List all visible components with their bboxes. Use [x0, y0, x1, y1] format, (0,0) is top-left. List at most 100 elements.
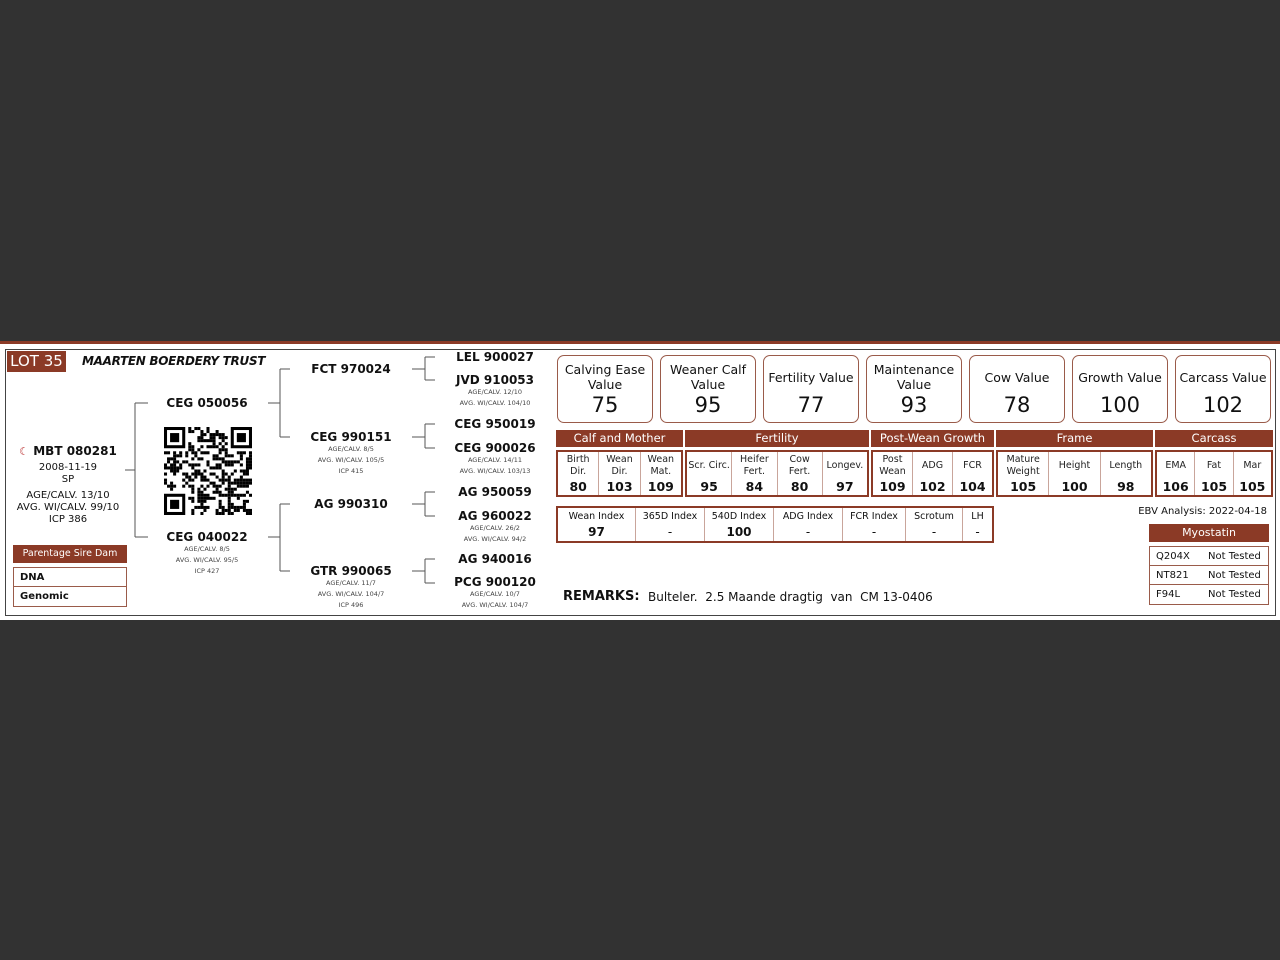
ebv-value: 105 [1200, 479, 1228, 494]
ebv-group: Calf and Mother Birth Dir. 80 Wean Dir. 103 W… [556, 430, 683, 497]
value-number: 75 [591, 393, 619, 417]
gene: Q204X [1156, 551, 1190, 562]
lot-number: LOT 35 [7, 351, 66, 372]
ebv-label: Birth Dir. [566, 453, 590, 477]
index-table: Wean Index 97 365D Index - 540D Index 100 ADG … [556, 506, 994, 543]
index-label: 540D Index [711, 511, 767, 522]
sdd: CEG 900026 AGE/CALV. 14/11 AVG. WI/CALV.… [454, 441, 535, 477]
value-number: 100 [1099, 393, 1141, 417]
ebv-cell: Cow Fert. 80 [778, 452, 823, 495]
index-value: 97 [588, 525, 605, 539]
sd-avg-wi: AVG. WI/CALV. 105/5 [317, 456, 385, 464]
dam-age-calv: AGE/CALV. 8/5 [184, 545, 230, 553]
ebv-cell: Longev. 97 [823, 452, 867, 495]
ebv-cell: Post Wean 109 [873, 452, 913, 495]
myostatin-row: NT821 Not Tested [1150, 566, 1268, 585]
ebv-cell: ADG 102 [913, 452, 953, 495]
dam-avg-wi: AVG. WI/CALV. 95/5 [175, 556, 239, 564]
ebv-label: Wean Mat. [647, 453, 675, 477]
value-number: 93 [900, 393, 928, 417]
myostatin-row: Q204X Not Tested [1150, 547, 1268, 566]
qr-code[interactable] [164, 427, 252, 515]
ebv-cell: Birth Dir. 80 [558, 452, 600, 495]
ebv-value: 100 [1061, 479, 1088, 494]
gene: NT821 [1156, 570, 1189, 581]
pedigree-lines [125, 356, 435, 584]
index-cell: ADG Index - [774, 508, 843, 541]
ssd-age-calv: AGE/CALV. 12/10 [467, 388, 523, 396]
age-calv: AGE/CALV. 13/10 [26, 490, 110, 501]
value-box: Growth Value 100 [1072, 355, 1168, 423]
index-value: - [871, 525, 877, 539]
value-box: Cow Value 78 [969, 355, 1065, 423]
ssd-avg-wi: AVG. WI/CALV. 104/10 [459, 399, 531, 407]
value-number: 77 [797, 393, 825, 417]
value-label: Fertility Value [768, 369, 854, 385]
index-value: - [805, 525, 811, 539]
value-box: Carcass Value 102 [1175, 355, 1271, 423]
ebv-cell: Heifer Fert. 84 [732, 452, 778, 495]
index-value: - [975, 525, 980, 539]
dd-age-calv: AGE/CALV. 11/7 [326, 579, 376, 587]
ddd-age-calv: AGE/CALV. 10/7 [470, 590, 520, 598]
ebv-cell: Fat 105 [1195, 452, 1234, 495]
dss-id: AG 950059 [458, 485, 532, 499]
index-label: LH [971, 511, 984, 522]
ebv-value: 104 [959, 479, 986, 494]
dsd-age-calv: AGE/CALV. 26/2 [470, 524, 520, 532]
value-label: Weaner Calf Value [670, 362, 746, 392]
dds-id: AG 940016 [458, 552, 532, 566]
sds-id: CEG 950019 [454, 417, 536, 431]
ebv-label: Longev. [826, 459, 864, 471]
ebv-cell: Wean Dir. 103 [599, 452, 641, 495]
value-label: Carcass Value [1179, 369, 1267, 385]
ebv-label: Cow Fert. [788, 453, 811, 477]
value-box: Calving Ease Value 75 [557, 355, 653, 423]
value-label: Maintenance Value [873, 362, 955, 392]
ebv-value: 105 [1010, 479, 1037, 494]
index-label: ADG Index [782, 511, 834, 522]
sd-id: CEG 990151 [310, 430, 392, 444]
ebv-cell: Scr. Circ. 95 [687, 452, 733, 495]
dam-id: CEG 040022 [166, 530, 248, 544]
index-label: Wean Index [568, 511, 625, 522]
index-value: 100 [726, 525, 752, 539]
animal-type: SP [61, 474, 75, 485]
index-cell: Wean Index 97 [558, 508, 636, 541]
ebv-label: Fat [1206, 459, 1222, 471]
ebv-value: 109 [647, 479, 674, 494]
dsd-avg-wi: AVG. WI/CALV. 94/2 [463, 535, 527, 543]
gene-status: Not Tested [1208, 551, 1261, 562]
myostatin-header: Myostatin [1149, 524, 1269, 542]
bull-horn-icon: ☾ [19, 445, 30, 458]
index-label: 365D Index [642, 511, 698, 522]
ebv-value: 95 [700, 479, 718, 494]
ebv-value: 80 [569, 479, 587, 494]
ddd-avg-wi: AVG. WI/CALV. 104/7 [461, 601, 529, 609]
ds-id: AG 990310 [314, 497, 388, 511]
ebv-label: EMA [1165, 459, 1187, 471]
parentage-row: Genomic [20, 591, 69, 602]
ebv-label: FCR [963, 459, 982, 471]
index-cell: Scrotum - [906, 508, 963, 541]
myostatin-table: Q204X Not Tested NT821 Not Tested F94L Not Te… [1149, 546, 1269, 605]
icp: ICP 386 [48, 514, 88, 525]
ebv-label: Post Wean [879, 453, 906, 477]
ebv-value: 98 [1117, 479, 1135, 494]
dsd: AG 960022 AGE/CALV. 26/2 AVG. WI/CALV. 9… [458, 509, 531, 545]
ebv-value: 80 [790, 479, 809, 494]
sdd-age-calv: AGE/CALV. 14/11 [467, 456, 523, 464]
index-cell: LH - [963, 508, 992, 541]
remarks-label: REMARKS: [563, 589, 640, 604]
ebv-label: ADG [921, 459, 944, 471]
ebv-group: Post-Wean Growth Post Wean 109 ADG 102 FCR 104 [871, 430, 994, 497]
animal-info: ☾ MBT 080281 2008-11-19 SP AGE/CALV. 13/… [17, 444, 119, 526]
group-title: Post-Wean Growth [871, 430, 994, 447]
ebv-cell: Wean Mat. 109 [641, 452, 681, 495]
ssd: JVD 910053 AGE/CALV. 12/10 AVG. WI/CALV.… [456, 373, 534, 409]
sd-age-calv: AGE/CALV. 8/5 [328, 445, 374, 453]
sdd-id: CEG 900026 [454, 441, 536, 455]
value-box: Maintenance Value 93 [866, 355, 962, 423]
value-number: 95 [694, 393, 722, 417]
sss-id: LEL 900027 [456, 350, 534, 364]
